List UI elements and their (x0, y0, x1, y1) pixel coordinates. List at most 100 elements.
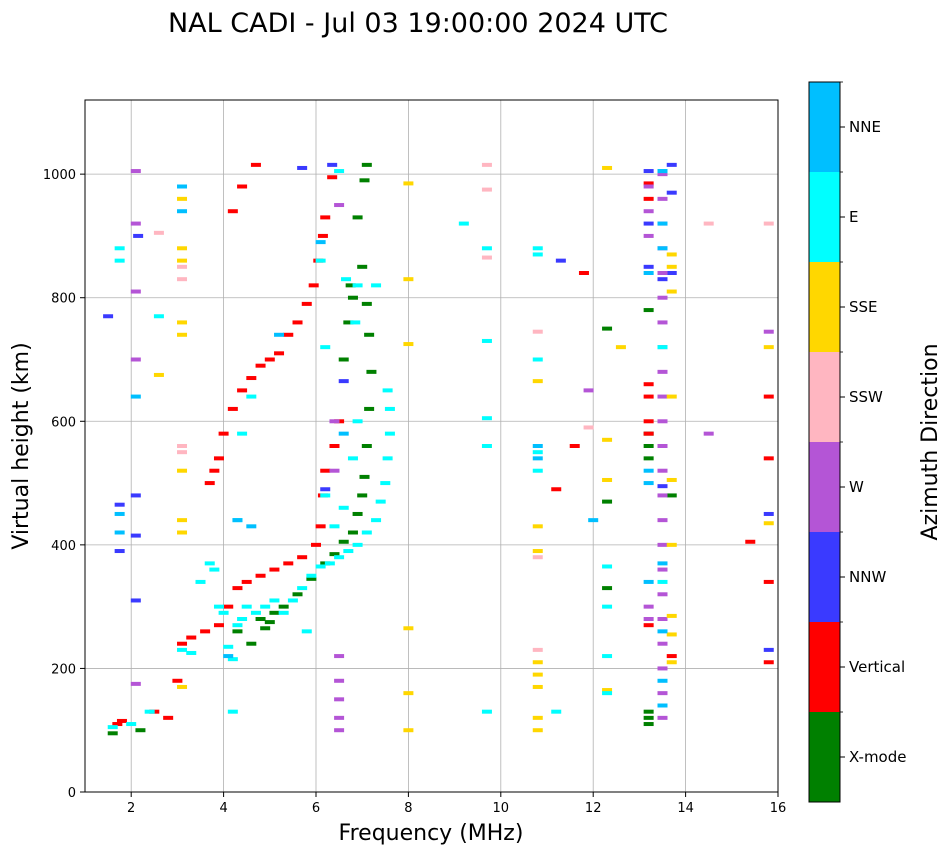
data-point (578, 271, 589, 275)
data-point (218, 610, 229, 615)
data-point (643, 271, 654, 275)
data-point (602, 326, 613, 331)
data-point (232, 518, 243, 523)
data-point (643, 623, 654, 628)
data-point (361, 301, 372, 306)
data-point (320, 215, 331, 220)
data-point (532, 728, 543, 733)
data-point (643, 394, 654, 399)
data-point (657, 320, 668, 325)
data-point (107, 731, 118, 736)
data-point (643, 431, 654, 436)
data-point (657, 493, 668, 498)
data-point (103, 314, 114, 319)
colorbar: X-mode Vertical NNW W SSW SSE E NNE (808, 81, 906, 803)
data-point (532, 456, 543, 461)
data-point (532, 246, 543, 251)
data-point (292, 320, 303, 325)
data-point (657, 468, 668, 473)
data-point (306, 573, 317, 578)
data-point (130, 357, 141, 362)
data-point (657, 518, 668, 523)
data-point (481, 187, 492, 192)
data-point (569, 444, 580, 448)
chart-title: NAL CADI - Jul 03 19:00:00 2024 UTC (168, 8, 668, 39)
data-point (703, 431, 714, 436)
data-point (334, 203, 345, 208)
data-point (643, 209, 654, 214)
data-point (223, 644, 234, 649)
data-point (260, 626, 271, 631)
data-point (232, 629, 243, 634)
y-tick-label: 200 (51, 662, 76, 677)
data-point (341, 277, 352, 282)
data-point (107, 725, 118, 730)
data-point (329, 419, 340, 424)
data-point (297, 586, 308, 591)
data-point (315, 258, 326, 263)
data-point (602, 437, 613, 442)
data-point (532, 444, 543, 448)
data-point (347, 295, 358, 300)
y-tick-label: 400 (51, 539, 76, 554)
data-point (177, 468, 188, 473)
data-point (177, 258, 188, 263)
data-point (602, 586, 613, 591)
data-point (643, 196, 654, 201)
data-point (364, 406, 375, 411)
data-point (130, 394, 141, 399)
data-point (347, 456, 358, 461)
data-point (657, 678, 668, 683)
data-point (657, 484, 668, 489)
data-point (177, 530, 188, 535)
colorbar-label-vertical: Vertical (849, 658, 905, 676)
data-point (458, 221, 469, 226)
data-point (384, 406, 395, 411)
data-point (666, 542, 677, 547)
data-point (237, 431, 248, 436)
data-point (241, 604, 252, 609)
data-point (602, 604, 613, 609)
data-point (657, 295, 668, 300)
plot-area (85, 100, 778, 792)
data-point (666, 394, 677, 399)
data-point (657, 641, 668, 646)
data-point (114, 502, 125, 507)
y-axis-label: Virtual height (km) (9, 342, 34, 549)
colorbar-label-sse: SSE (849, 298, 878, 316)
data-point (481, 246, 492, 251)
data-point (237, 617, 248, 621)
data-point (361, 162, 372, 167)
data-point (112, 722, 123, 727)
data-point (213, 623, 224, 628)
data-point (308, 283, 319, 288)
data-point (657, 592, 668, 597)
data-point (657, 691, 668, 696)
data-point (292, 592, 303, 597)
data-point (403, 342, 414, 347)
data-point (403, 626, 414, 631)
data-point (532, 684, 543, 689)
data-point (361, 530, 372, 535)
data-point (213, 456, 224, 461)
data-point (643, 181, 654, 186)
data-point (657, 567, 668, 572)
x-tick-label: 10 (493, 801, 510, 816)
data-point (375, 499, 386, 504)
data-point (274, 332, 285, 337)
x-axis-label: Frequency (MHz) (339, 821, 524, 846)
data-point (133, 233, 144, 238)
data-point (255, 617, 266, 621)
data-point (329, 444, 340, 448)
data-point (643, 419, 654, 424)
series-e (107, 169, 668, 730)
data-point (130, 289, 141, 294)
data-point (186, 635, 197, 640)
data-point (163, 715, 174, 720)
data-point (666, 613, 677, 618)
data-point (283, 332, 294, 337)
data-point (643, 709, 654, 714)
data-point (657, 369, 668, 374)
data-point (657, 629, 668, 634)
data-point (327, 162, 338, 167)
